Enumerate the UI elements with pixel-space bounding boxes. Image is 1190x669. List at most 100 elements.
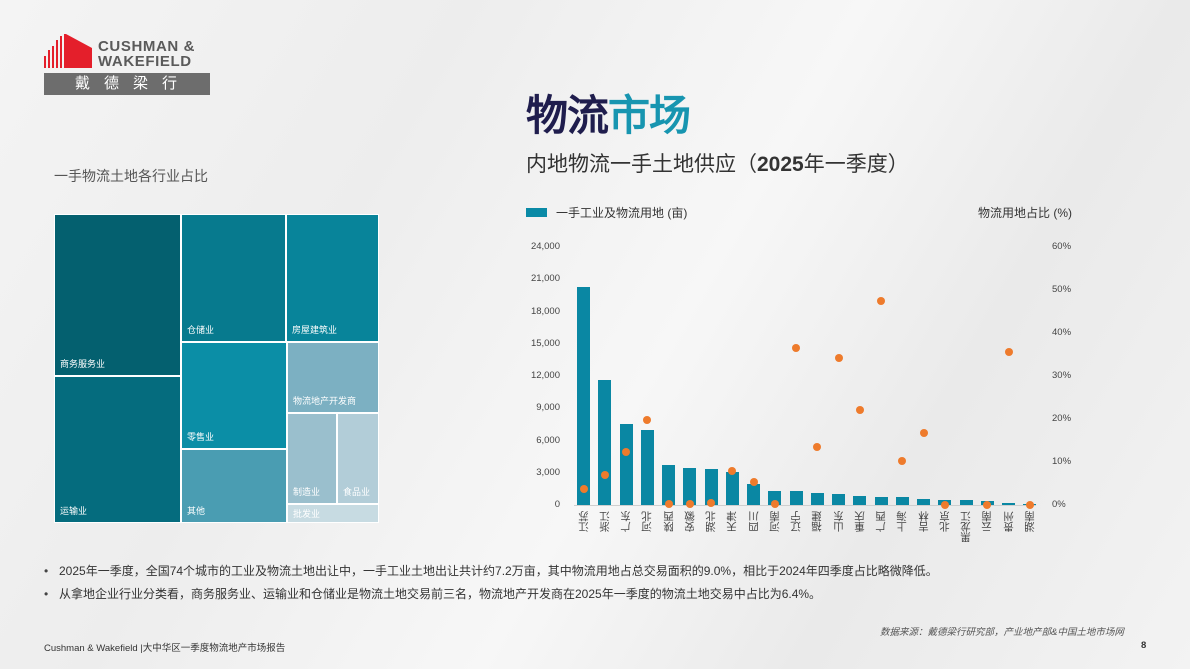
treemap-tile: 运输业 [54, 376, 181, 523]
chart-dot [983, 501, 992, 509]
chart-bar [917, 498, 930, 505]
chart-dot [664, 499, 673, 508]
x-tick-label: 安徽 [683, 511, 696, 532]
brand-name-line1: CUSHMAN & [98, 38, 196, 55]
x-tick-label: 四川 [747, 511, 760, 532]
subtitle-prefix: 内地物流一手土地供应（ [526, 153, 757, 176]
y-tick-label: 12,000 [530, 370, 560, 381]
footer-text: Cushman & Wakefield |大中华区一季度物流地产市场报告 [44, 643, 286, 654]
y2-tick-label: 60% [1052, 241, 1072, 252]
chart-dot [919, 429, 928, 438]
y-tick-label: 18,000 [530, 305, 560, 317]
treemap-tile: 商务服务业 [54, 214, 181, 376]
x-tick-label: 云南 [981, 511, 994, 532]
tile-label: 零售业 [187, 432, 215, 442]
x-axis-line [574, 505, 1036, 506]
x-tick-label: 山东 [832, 511, 845, 532]
tile-label: 批发业 [293, 509, 321, 519]
tile-label: 其他 [187, 506, 206, 516]
summary-bullets: 2025年一季度，全国74个城市的工业及物流土地出让中，一手工业土地出让共计约7… [44, 560, 938, 606]
x-tick-label: 贵州 [1002, 511, 1015, 532]
tile-label: 物流地产开发商 [293, 396, 357, 406]
x-tick-label: 陕西 [662, 511, 675, 532]
chart-legend-dot: 物流用地占比 (%) [978, 206, 1072, 220]
treemap-tile: 其他 [181, 449, 287, 523]
y2-tick-label: 40% [1052, 327, 1072, 338]
chart-dot [855, 405, 864, 414]
chart-dot [898, 457, 907, 466]
brand-name-line2: WAKEFIELD [98, 53, 192, 70]
x-tick-label: 浙江 [598, 511, 611, 532]
x-tick-label: 重庆 [853, 511, 866, 532]
chart-dot [707, 498, 715, 507]
chart-bar [747, 484, 760, 505]
title-part-2: 市场 [608, 92, 691, 139]
chart-dot [622, 448, 630, 457]
tile-label: 商务服务业 [60, 359, 106, 369]
land-supply-chart: 0 3,000 6,000 9,000 12,000 15,000 18,000 21,000… [520, 235, 1090, 555]
x-tick-label: 河北 [641, 511, 654, 532]
y-tick-label: 3,000 [536, 466, 560, 478]
chart-bar [789, 491, 803, 505]
legend-label-bar: 一手工业及物流用地 (亩) [556, 206, 688, 220]
chart-dot [834, 353, 843, 362]
chart-legend-bar: 一手工业及物流用地 (亩) [526, 204, 687, 221]
building-logo-icon [44, 34, 92, 68]
chart-dot [792, 344, 800, 353]
chart-bar [577, 286, 590, 505]
bullet-item: 2025年一季度，全国74个城市的工业及物流土地出让中，一手工业土地出让共计约7… [44, 560, 938, 583]
y-tick-label: 9,000 [536, 402, 560, 414]
y2-tick-label: 0% [1052, 499, 1066, 510]
bullet-item: 从拿地企业行业分类看，商务服务业、运输业和仓储业是物流土地交易前三名，物流地产开… [44, 583, 938, 606]
x-tick-label: 上海 [896, 511, 909, 532]
x-tick-label: 黑龙江 [960, 511, 972, 543]
y2-tick-label: 20% [1052, 413, 1072, 424]
chart-dot [749, 478, 758, 487]
chart-dot [877, 297, 885, 306]
subtitle-suffix: 年一季度） [803, 153, 909, 176]
chart-bar [598, 380, 612, 505]
chart-dot [643, 415, 652, 424]
treemap-tile: 批发业 [287, 504, 379, 523]
x-tick-label: 河南 [768, 511, 781, 532]
tile-label: 制造业 [293, 487, 321, 497]
chart-dot [940, 501, 949, 509]
y2-tick-label: 10% [1052, 456, 1072, 467]
treemap-tile: 物流地产开发商 [287, 342, 379, 413]
tile-label: 食品业 [343, 487, 371, 497]
chart-bar [662, 464, 675, 505]
chart-bar [959, 500, 973, 505]
legend-swatch-icon [526, 208, 547, 217]
tile-label: 运输业 [60, 506, 88, 516]
chart-bar [704, 468, 718, 505]
chart-bar [1002, 503, 1015, 505]
chart-bar [810, 493, 824, 505]
chart-dot [579, 484, 588, 493]
x-tick-label: 湖南 [1023, 511, 1036, 532]
chart-bar [832, 494, 845, 505]
x-tick-label: 福建 [811, 511, 824, 532]
chart-bar [853, 495, 867, 505]
x-tick-label: 辽宁 [790, 511, 802, 532]
treemap-tile: 制造业 [287, 413, 337, 504]
subtitle-year: 2025 [757, 153, 804, 176]
chart-dot [770, 499, 779, 508]
chart-dot [728, 467, 737, 476]
treemap-tile: 仓储业 [181, 214, 286, 342]
treemap-tile: 零售业 [181, 342, 287, 449]
industry-treemap: 商务服务业 运输业 仓储业 房屋建筑业 零售业 其他 物流地产开发商 制造业 食… [54, 214, 379, 523]
chart-bar [895, 496, 909, 505]
title-part-1: 物流 [526, 92, 609, 139]
chart-dot [1004, 347, 1013, 356]
tile-label: 仓储业 [187, 325, 215, 335]
chart-bar [619, 423, 633, 505]
page-title: 物流市场 [526, 90, 691, 142]
data-source: 数据来源：戴德梁行研究部，产业地产部&中国土地市场网 [880, 627, 1124, 638]
y-tick-label: 24,000 [530, 241, 560, 252]
y2-tick-label: 50% [1052, 284, 1072, 295]
tile-label: 房屋建筑业 [292, 325, 338, 335]
chart-dot [685, 500, 694, 509]
brand-name: CUSHMAN & WAKEFIELD [98, 39, 195, 69]
page-number: 8 [1141, 640, 1147, 651]
brand-logo: CUSHMAN & WAKEFIELD 戴德梁行 [44, 34, 210, 96]
